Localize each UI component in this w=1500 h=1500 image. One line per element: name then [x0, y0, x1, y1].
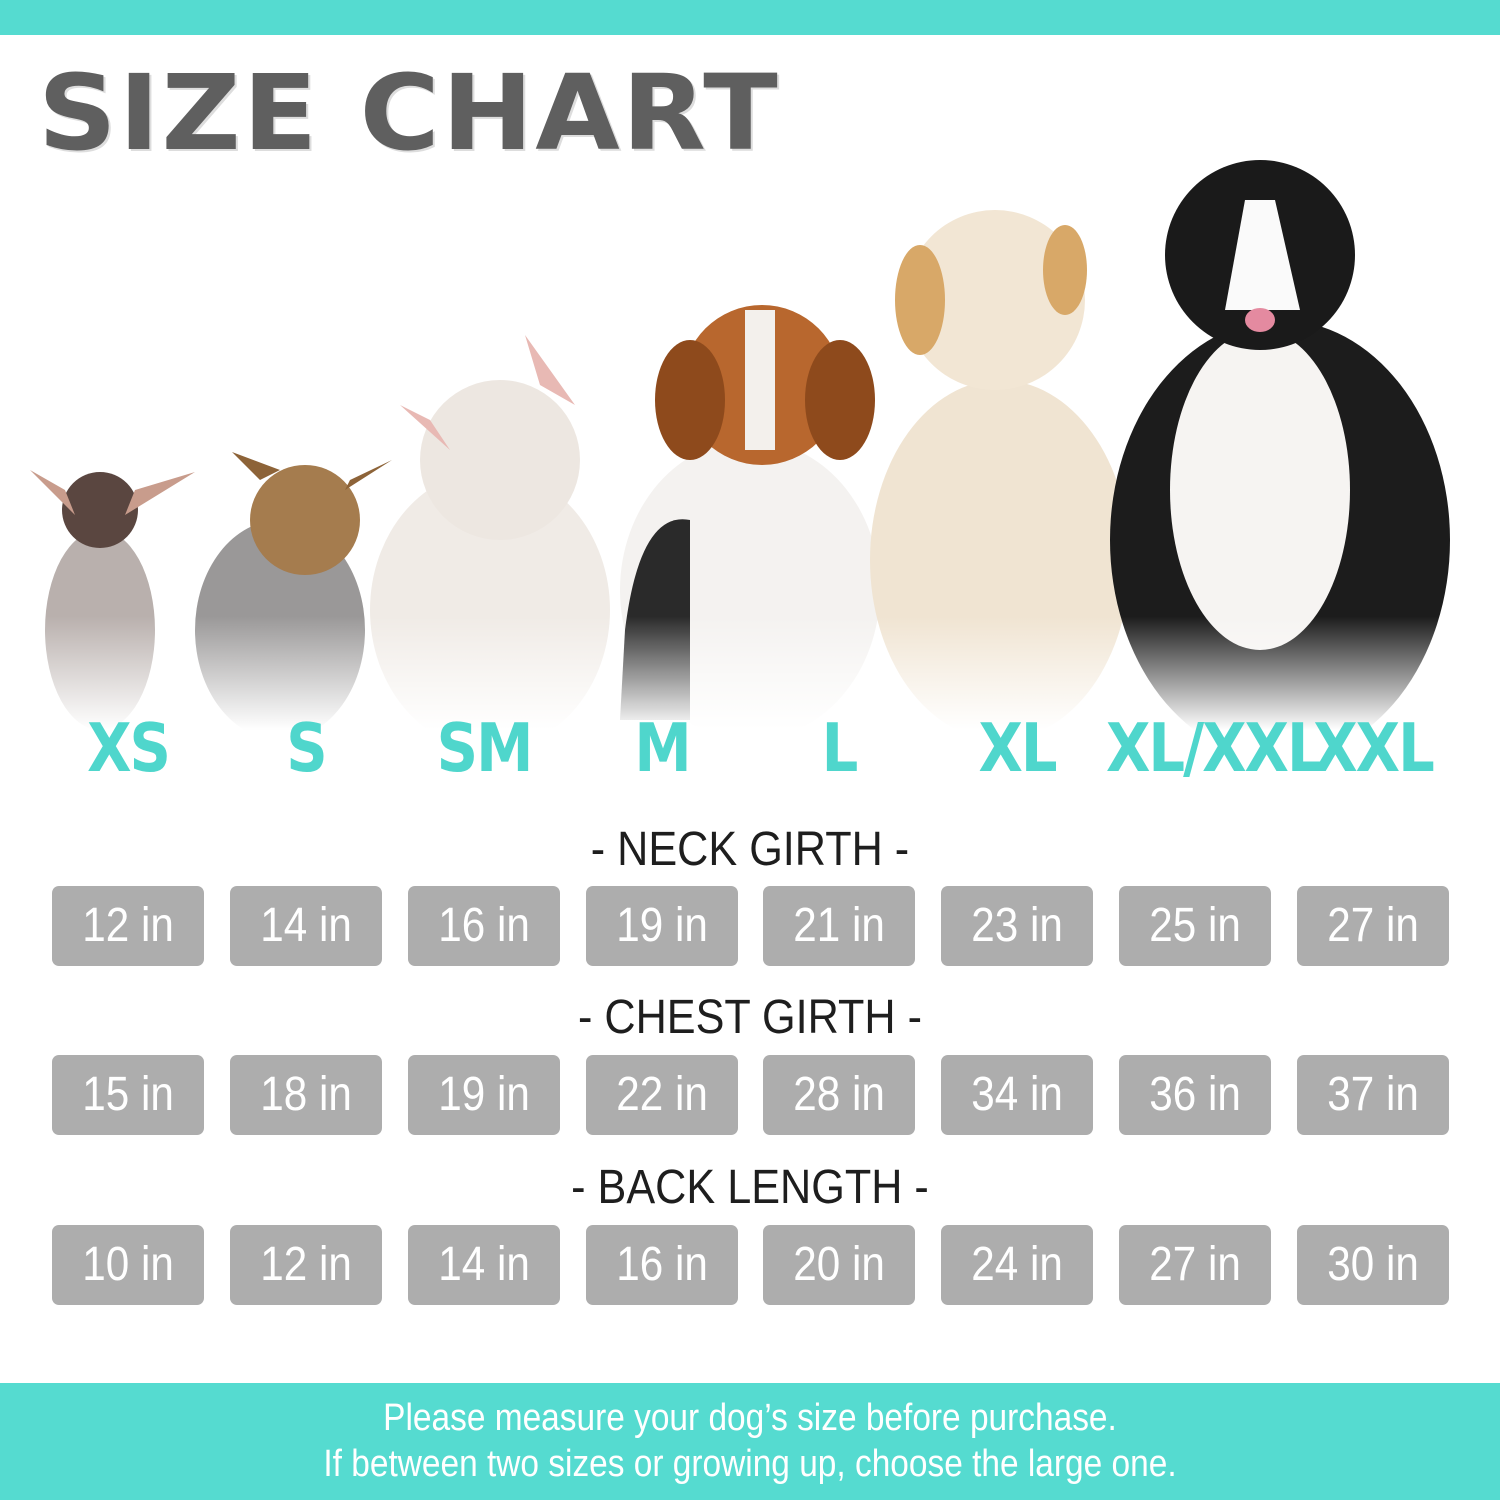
measurement-value-box: 30 in [1297, 1225, 1449, 1305]
measurement-value: 22 in [616, 1068, 708, 1121]
top-accent-bar [0, 0, 1500, 35]
measurement-value-box: 27 in [1119, 1225, 1271, 1305]
measurement-value: 19 in [438, 1068, 530, 1121]
measurement-value: 37 in [1327, 1068, 1419, 1121]
measurement-heading: - NECK GIRTH - [590, 823, 910, 876]
measurement-value-box: 36 in [1119, 1055, 1271, 1135]
measurement-value-box: 21 in [763, 886, 915, 966]
measurement-value: 21 in [793, 899, 885, 952]
measurement-value: 14 in [438, 1238, 530, 1291]
measurement-value-box: 15 in [52, 1055, 204, 1135]
measurement-value: 12 in [82, 899, 174, 952]
footer-line-2: If between two sizes or growing up, choo… [323, 1443, 1177, 1485]
measurement-value: 14 in [260, 899, 352, 952]
measurement-value: 24 in [971, 1238, 1063, 1291]
measurement-value: 18 in [260, 1068, 352, 1121]
size-label-s: S [286, 710, 327, 788]
measurement-value: 16 in [438, 899, 530, 952]
page-title: SIZE CHART [38, 52, 780, 174]
measurement-value: 34 in [971, 1068, 1063, 1121]
measurement-heading: - CHEST GIRTH - [577, 991, 923, 1044]
size-label-xl: XL [978, 710, 1057, 788]
measurement-value-box: 23 in [941, 886, 1093, 966]
measurement-value-box: 28 in [763, 1055, 915, 1135]
measurement-value: 27 in [1327, 899, 1419, 952]
measurement-value-box: 37 in [1297, 1055, 1449, 1135]
measurement-value-box: 16 in [408, 886, 560, 966]
measurement-value-box: 16 in [586, 1225, 738, 1305]
footer-line-1: Please measure your dog’s size before pu… [383, 1397, 1117, 1439]
measurement-value: 36 in [1149, 1068, 1241, 1121]
measurement-value-box: 14 in [230, 886, 382, 966]
measurement-value: 20 in [793, 1238, 885, 1291]
measurement-value-box: 22 in [586, 1055, 738, 1135]
measurement-value-box: 19 in [586, 886, 738, 966]
footer-note: Please measure your dog’s size before pu… [0, 1383, 1500, 1500]
measurement-value-box: 19 in [408, 1055, 560, 1135]
measurement-value-box: 14 in [408, 1225, 560, 1305]
measurement-value: 12 in [260, 1238, 352, 1291]
measurement-value: 15 in [82, 1068, 174, 1121]
measurement-value-box: 25 in [1119, 886, 1271, 966]
measurement-value-box: 34 in [941, 1055, 1093, 1135]
measurement-value: 16 in [616, 1238, 708, 1291]
measurement-value-box: 20 in [763, 1225, 915, 1305]
size-label-l: L [821, 710, 859, 788]
size-label-xxl: XXL [1313, 710, 1435, 788]
measurement-value: 27 in [1149, 1238, 1241, 1291]
measurement-value-box: 12 in [230, 1225, 382, 1305]
measurement-value-box: 12 in [52, 886, 204, 966]
size-label-sm: SM [436, 710, 534, 788]
measurement-value: 30 in [1327, 1238, 1419, 1291]
dogs-photo [0, 160, 1500, 730]
measurement-value-box: 18 in [230, 1055, 382, 1135]
measurement-value-box: 27 in [1297, 886, 1449, 966]
measurement-value: 23 in [971, 899, 1063, 952]
size-label-xl-xxl: XL/XXL [1106, 710, 1324, 788]
size-label-m: M [634, 710, 691, 788]
measurement-value: 19 in [616, 899, 708, 952]
measurement-value: 25 in [1149, 899, 1241, 952]
size-label-xs: XS [87, 710, 171, 788]
measurement-heading: - BACK LENGTH - [571, 1161, 929, 1214]
measurement-value-box: 24 in [941, 1225, 1093, 1305]
measurement-value: 10 in [82, 1238, 174, 1291]
measurement-value-box: 10 in [52, 1225, 204, 1305]
measurement-value: 28 in [793, 1068, 885, 1121]
